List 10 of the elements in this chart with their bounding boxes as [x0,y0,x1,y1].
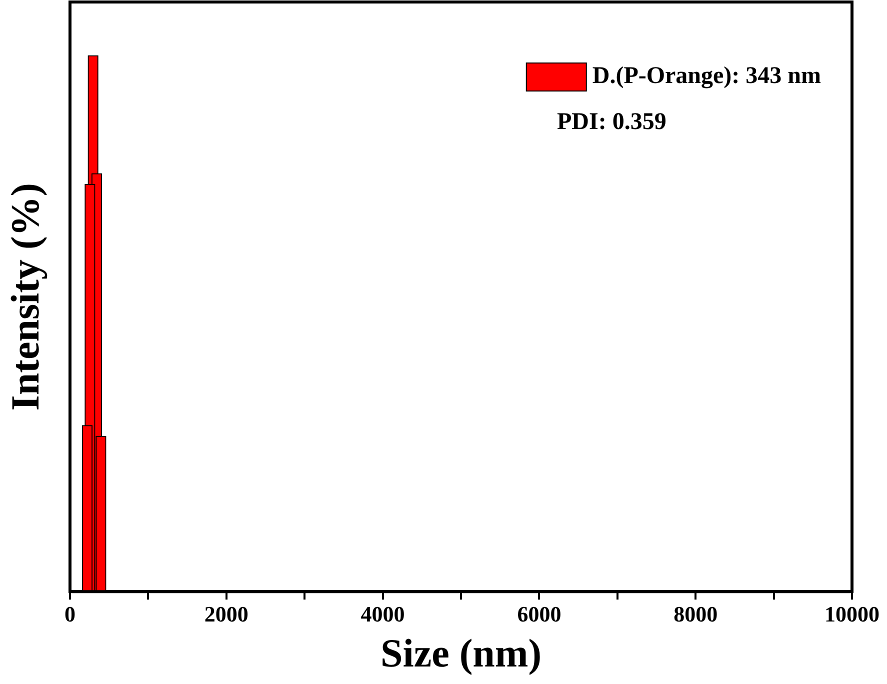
legend-label: D.(P-Orange): 343 nm [592,63,822,90]
x-tick-label: 6000 [517,601,562,626]
annotation: PDI: 0.359 [557,109,666,136]
x-tick-label: 4000 [360,601,405,626]
y-axis-title: Intensity (%) [2,182,48,411]
x-tick-label: 8000 [674,601,718,626]
x-tick-label: 10000 [824,601,880,626]
x-tick-label: 2000 [204,601,248,626]
x-axis-title: Size (nm) [380,630,542,676]
x-tick-label: 0 [64,601,76,626]
